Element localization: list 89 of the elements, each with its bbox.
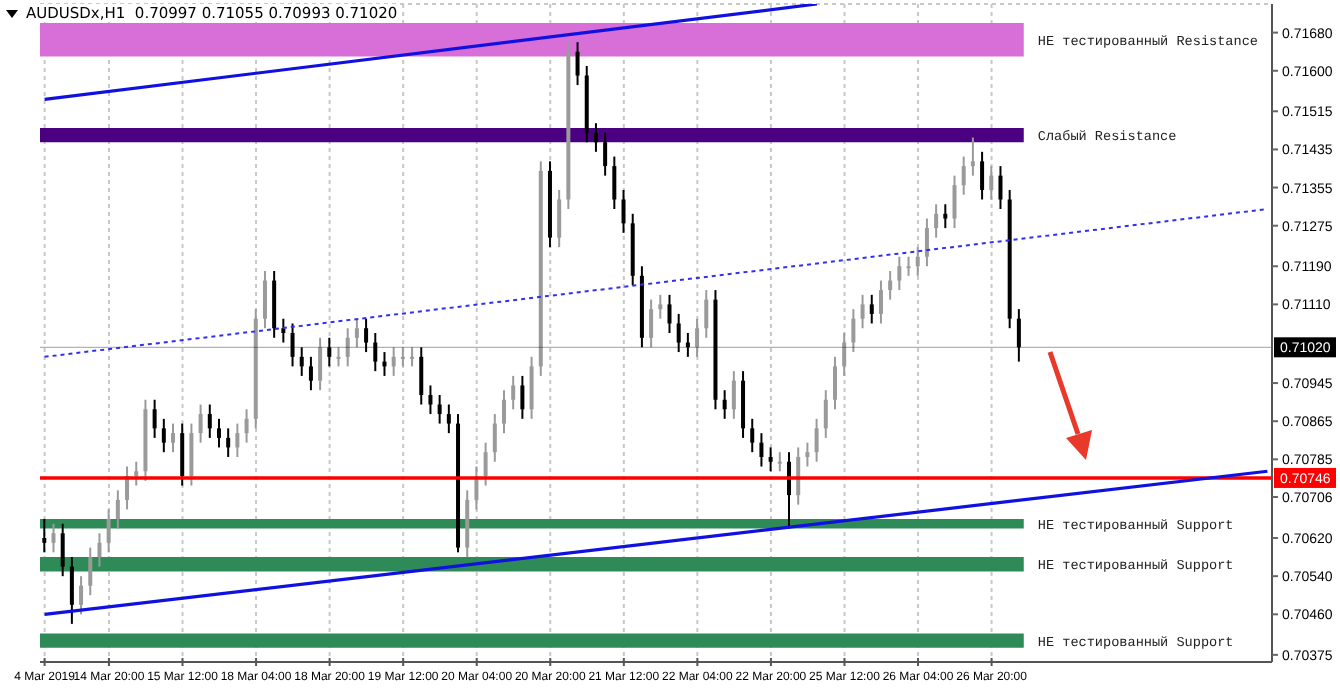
candlestick [318, 336, 323, 392]
candlestick [934, 203, 939, 239]
candlestick [410, 346, 415, 368]
candlestick [42, 517, 47, 554]
candlestick [741, 370, 746, 439]
candlestick [989, 165, 994, 201]
candlestick [998, 165, 1003, 211]
candlestick [345, 327, 350, 368]
candlestick [419, 346, 424, 406]
candlestick [980, 150, 985, 201]
candlestick [299, 346, 304, 377]
candlestick [676, 312, 681, 354]
candlestick [970, 136, 975, 177]
candlestick [207, 403, 212, 439]
candlestick [575, 41, 580, 87]
candlestick [695, 317, 700, 358]
candlestick [814, 417, 819, 463]
candlestick [483, 441, 488, 487]
candlestick [593, 122, 598, 153]
candlestick [446, 403, 451, 435]
candlestick [373, 332, 378, 373]
candlestick [262, 270, 267, 330]
candlestick [768, 446, 773, 473]
candlestick [777, 451, 782, 473]
candlestick [180, 422, 185, 487]
candlestick [51, 522, 56, 554]
candlestick [336, 346, 341, 368]
candlestick [658, 293, 663, 320]
candlestick [1016, 308, 1021, 363]
candlestick [906, 255, 911, 277]
candlestick [750, 417, 755, 454]
candlestick [60, 522, 65, 578]
candlestick [198, 403, 203, 444]
candlestick [667, 293, 672, 334]
candlestick [722, 389, 727, 420]
candlestick [235, 422, 240, 458]
candlestick [529, 355, 534, 420]
candlestick [354, 317, 359, 349]
candlestick [915, 246, 920, 277]
candlestick [603, 131, 608, 177]
candlestick [290, 322, 295, 368]
candlestick [391, 346, 396, 377]
candlestick [152, 398, 157, 439]
candlestick [244, 408, 249, 444]
candlestick [171, 422, 176, 454]
candlestick [400, 346, 405, 368]
candlestick [888, 270, 893, 301]
candlestick [492, 413, 497, 463]
candlestick [189, 422, 194, 487]
candlestick [327, 336, 332, 368]
candlestick [878, 279, 883, 325]
candlestick [851, 308, 856, 354]
candlestick [79, 575, 84, 616]
candlestick [823, 389, 828, 439]
candlestick [869, 293, 874, 325]
candlestick [281, 317, 286, 344]
candlestick [69, 556, 74, 625]
candlestick [216, 417, 221, 449]
candlestick [106, 508, 111, 554]
candlestick [161, 417, 166, 454]
candlestick [731, 370, 736, 420]
candlestick [952, 174, 957, 230]
candlestick [115, 489, 120, 530]
candlestick [612, 155, 617, 211]
candlestick [897, 255, 902, 292]
candlestick [860, 293, 865, 330]
candlestick [272, 270, 277, 339]
candlestick [428, 384, 433, 416]
candlestick [832, 355, 837, 411]
candlestick [704, 289, 709, 339]
candlestick [437, 393, 442, 425]
candlestick [465, 489, 470, 559]
candlestick [943, 203, 948, 230]
candlestick [557, 188, 562, 249]
candlestick [226, 427, 231, 458]
candlestick [621, 188, 626, 234]
candlestick [842, 332, 847, 377]
candlestick [511, 374, 516, 411]
candlestick [88, 546, 93, 597]
candlestick [308, 355, 313, 392]
candlestick [364, 317, 369, 354]
candlestick [520, 374, 525, 420]
candlestick [502, 389, 506, 435]
candlestick [924, 217, 929, 268]
candlestick [805, 441, 810, 468]
candlestick [649, 298, 654, 349]
candlestick [97, 532, 102, 568]
candlestick [961, 155, 966, 196]
candlestick [759, 432, 764, 468]
